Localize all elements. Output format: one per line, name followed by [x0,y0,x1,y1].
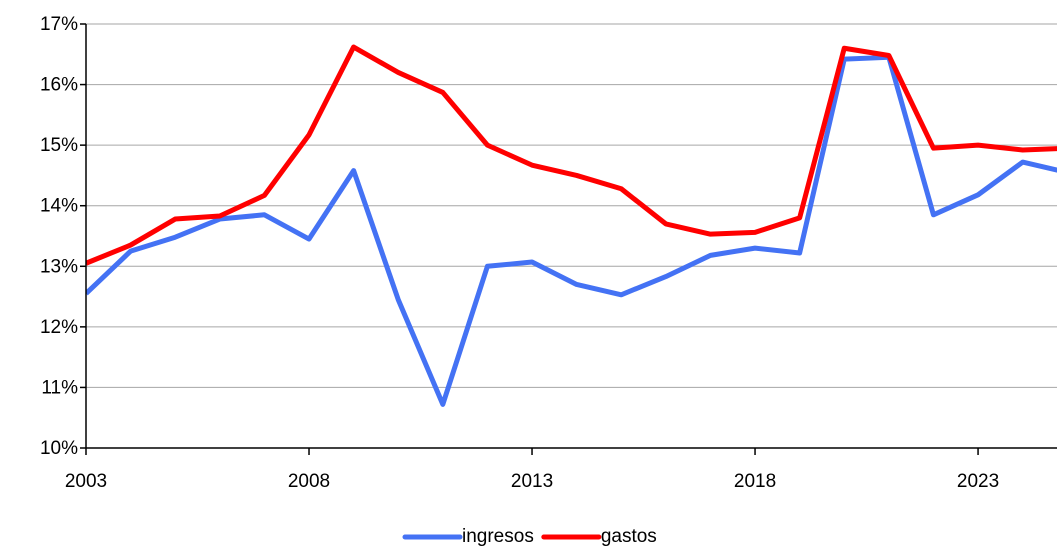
x-tick-label: 2013 [511,471,553,492]
line-series [86,44,1057,266]
y-tick-label: 15% [40,135,78,156]
x-tick-label: 2008 [288,471,330,492]
y-tick-label: 17% [40,14,78,35]
y-tick-label: 12% [40,317,78,338]
grid [86,23,1057,449]
line-series [86,54,1057,407]
legend-label: gastos [601,526,657,547]
axes: 10% 11% 12% 13% 14% 15% 16% 17% 2003 2008 2013 2018… [40,14,1057,547]
x-tick-label: 2018 [734,471,776,492]
x-tick-label: 2003 [65,471,107,492]
y-tick-label: 16% [40,75,78,96]
x-tick-label: 2023 [957,471,999,492]
y-tick-label: 10% [40,438,78,459]
legend-label: ingresos [462,526,534,547]
plot-area [86,44,1057,407]
y-tick-label: 11% [41,377,78,398]
y-tick-label: 14% [40,196,78,217]
y-tick-label: 13% [40,256,78,277]
